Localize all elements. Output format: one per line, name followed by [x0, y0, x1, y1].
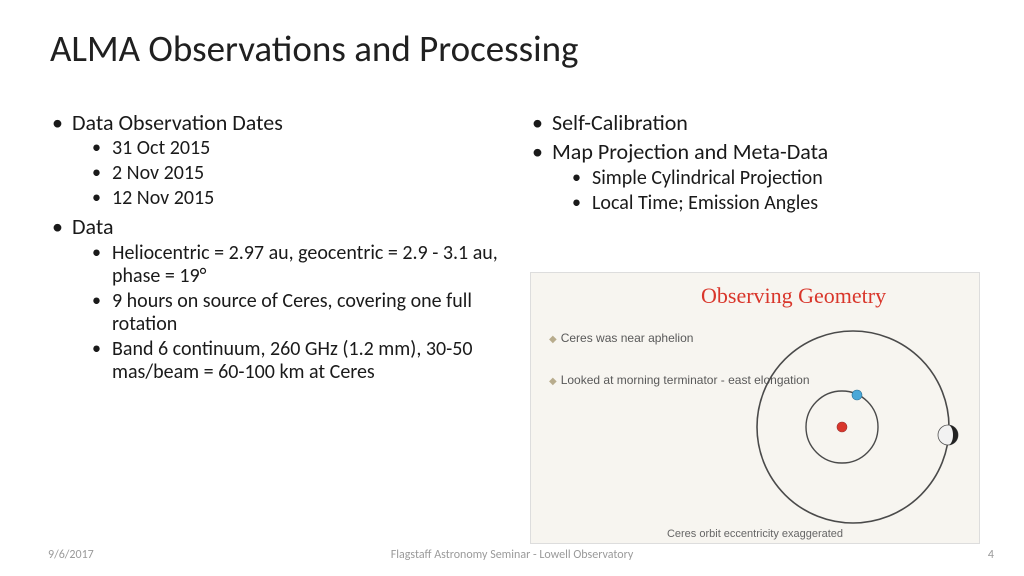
sub-bullet: Band 6 continuum, 260 GHz (1.2 mm), 30-5…: [72, 338, 500, 384]
sun-icon: [837, 422, 847, 432]
bullet-label: Data: [72, 213, 114, 240]
footer-center: Flagstaff Astronomy Seminar - Lowell Obs…: [0, 548, 1024, 562]
bullet-mapproj: Map Projection and Meta-Data Simple Cyli…: [530, 139, 980, 214]
bullet-label: Self-Calibration: [552, 109, 688, 136]
bullet-selfcal: Self-Calibration: [530, 110, 980, 135]
figure-note: ◆Ceres was near aphelion: [549, 331, 693, 345]
bullet-label: Map Projection and Meta-Data: [552, 138, 828, 165]
footer-page-number: 4: [988, 548, 994, 562]
earth-icon: [852, 390, 862, 400]
slide: ALMA Observations and Processing Data Ob…: [0, 0, 1024, 576]
sub-bullet: Heliocentric = 2.97 au, geocentric = 2.9…: [72, 242, 500, 288]
figure-title: Observing Geometry: [701, 283, 886, 309]
diamond-icon: ◆: [549, 376, 557, 387]
observing-geometry-figure: Observing Geometry ◆Ceres was near aphel…: [530, 272, 980, 544]
figure-caption: Ceres orbit eccentricity exaggerated: [531, 528, 979, 540]
bullet-label: Data Observation Dates: [72, 109, 283, 136]
sub-bullet: Local Time; Emission Angles: [552, 192, 980, 215]
ceres-icon: [938, 425, 958, 445]
sub-bullet: 12 Nov 2015: [72, 187, 500, 210]
bullet-data: Data Heliocentric = 2.97 au, geocentric …: [50, 214, 500, 383]
left-column: Data Observation Dates 31 Oct 2015 2 Nov…: [50, 110, 500, 388]
orbit-diagram: [727, 319, 967, 539]
sub-bullet: Simple Cylindrical Projection: [552, 167, 980, 190]
ceres-orbit: [757, 331, 949, 523]
sub-bullet: 9 hours on source of Ceres, covering one…: [72, 290, 500, 336]
sub-bullet: 2 Nov 2015: [72, 162, 500, 185]
slide-title: ALMA Observations and Processing: [50, 26, 578, 71]
bullet-obs-dates: Data Observation Dates 31 Oct 2015 2 Nov…: [50, 110, 500, 210]
sub-bullet: 31 Oct 2015: [72, 137, 500, 160]
diamond-icon: ◆: [549, 334, 557, 345]
